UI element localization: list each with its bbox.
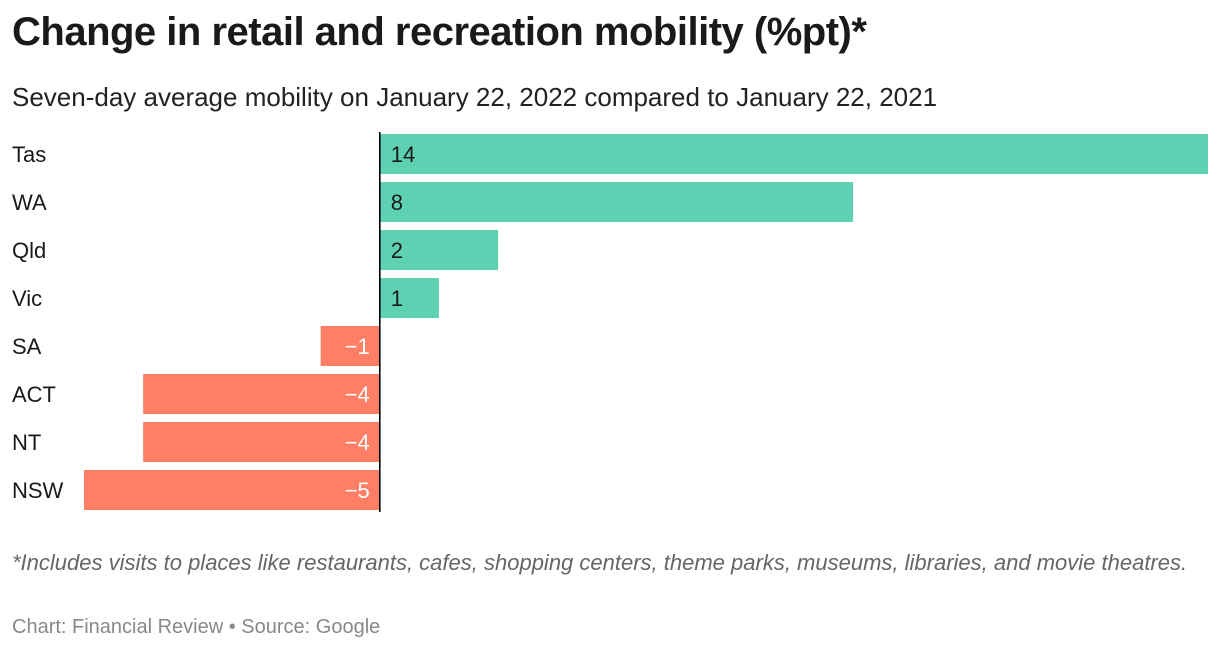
source-credit: Chart: Financial Review • Source: Google	[12, 616, 381, 638]
bar-positive	[379, 134, 1209, 174]
data-label: 2	[391, 238, 403, 263]
category-label: NSW	[12, 478, 64, 503]
category-label: Tas	[12, 142, 46, 167]
chart-subtitle: Seven-day average mobility on January 22…	[12, 82, 938, 112]
footnote: *Includes visits to places like restaura…	[12, 550, 1188, 575]
category-label: ACT	[12, 382, 56, 407]
bar-negative	[320, 326, 380, 366]
data-label: −4	[345, 382, 370, 407]
bar-positive	[379, 182, 854, 222]
data-label: 1	[391, 286, 403, 311]
category-label: SA	[12, 334, 42, 359]
bar-negative	[143, 422, 380, 462]
bar-negative	[84, 470, 380, 510]
bar-positive	[379, 278, 439, 318]
chart-title: Change in retail and recreation mobility…	[12, 10, 867, 54]
data-label: 14	[391, 142, 415, 167]
category-label: Qld	[12, 238, 46, 263]
bar-chart: Tas 14 WA 8 Qld 2 Vic 1 SA −1 ACT −4 NT −4 NSW −5	[12, 132, 1209, 512]
category-label: NT	[12, 430, 41, 455]
data-label: −4	[345, 430, 370, 455]
category-label: Vic	[12, 286, 42, 311]
bar-negative	[143, 374, 380, 414]
data-label: −1	[345, 334, 370, 359]
category-label: WA	[12, 190, 47, 215]
bar-positive	[379, 230, 499, 270]
data-label: 8	[391, 190, 403, 215]
data-label: −5	[345, 478, 370, 503]
